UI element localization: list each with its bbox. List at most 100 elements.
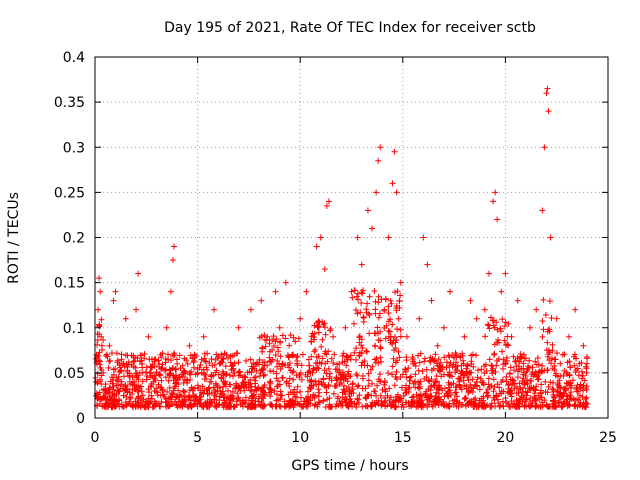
data-point [356, 392, 363, 399]
data-point [105, 364, 112, 371]
data-point [260, 401, 267, 408]
data-point [375, 314, 382, 321]
data-point [443, 359, 450, 366]
data-point [453, 402, 460, 409]
data-point [158, 377, 165, 384]
data-point [397, 279, 404, 286]
data-point [524, 363, 531, 370]
data-point [187, 371, 194, 378]
data-point [173, 401, 180, 408]
data-point [557, 395, 564, 402]
data-point [518, 354, 525, 361]
data-point [323, 351, 330, 358]
data-point [323, 202, 330, 209]
data-point [180, 367, 187, 374]
data-point [287, 400, 294, 407]
data-point [96, 331, 103, 338]
data-point [578, 375, 585, 382]
data-point [266, 389, 273, 396]
data-point [423, 394, 430, 401]
data-point [485, 321, 492, 328]
data-point [277, 392, 284, 399]
data-point [377, 344, 384, 351]
data-point [549, 385, 556, 392]
data-point [456, 382, 463, 389]
data-point [369, 380, 376, 387]
data-point [346, 388, 353, 395]
data-point [375, 157, 382, 164]
data-point [126, 370, 133, 377]
data-point [547, 379, 554, 386]
data-point [541, 144, 548, 151]
data-point [109, 390, 116, 397]
data-point [150, 378, 157, 385]
data-point [397, 292, 404, 299]
data-point [321, 367, 328, 374]
data-point [172, 375, 179, 382]
data-point [273, 370, 280, 377]
data-point [145, 333, 152, 340]
data-point [501, 323, 508, 330]
data-point [206, 359, 213, 366]
data-point [486, 384, 493, 391]
data-point [489, 317, 496, 324]
data-point [110, 366, 117, 373]
data-point [461, 333, 468, 340]
data-point [149, 364, 156, 371]
data-point [475, 367, 482, 374]
data-point [387, 297, 394, 304]
data-point [411, 360, 418, 367]
data-point [412, 371, 419, 378]
data-point [513, 383, 520, 390]
data-point [405, 365, 412, 372]
data-point [273, 401, 280, 408]
data-point [495, 336, 502, 343]
data-point [497, 402, 504, 409]
data-point [277, 396, 284, 403]
data-point [94, 380, 101, 387]
data-point [506, 370, 513, 377]
data-point [485, 375, 492, 382]
data-point [286, 375, 293, 382]
data-point [190, 359, 197, 366]
data-point [312, 360, 319, 367]
data-point [230, 373, 237, 380]
data-point [202, 358, 209, 365]
data-point [220, 372, 227, 379]
data-point [208, 373, 215, 380]
data-point [126, 398, 133, 405]
data-point [197, 396, 204, 403]
data-point [201, 350, 208, 357]
data-point [466, 398, 473, 405]
data-point [201, 355, 208, 362]
data-point [96, 361, 103, 368]
data-point [321, 266, 328, 273]
data-point [211, 306, 218, 313]
data-point [100, 336, 107, 343]
data-point [180, 401, 187, 408]
data-point [421, 358, 428, 365]
data-point [527, 395, 534, 402]
data-point [483, 367, 490, 374]
data-point [245, 384, 252, 391]
data-point [325, 365, 332, 372]
data-point [539, 318, 546, 325]
data-point [504, 333, 511, 340]
data-point [431, 357, 438, 364]
data-point [579, 385, 586, 392]
data-point [564, 380, 571, 387]
data-point [325, 348, 332, 355]
data-point [167, 288, 174, 295]
data-point [176, 352, 183, 359]
data-point [168, 393, 175, 400]
data-point [200, 403, 207, 410]
data-point [456, 376, 463, 383]
data-point [159, 361, 166, 368]
data-point [376, 310, 383, 317]
data-point [114, 400, 121, 407]
data-point [198, 369, 205, 376]
data-point [277, 353, 284, 360]
data-point [457, 384, 464, 391]
data-point [354, 310, 361, 317]
data-point [130, 379, 137, 386]
